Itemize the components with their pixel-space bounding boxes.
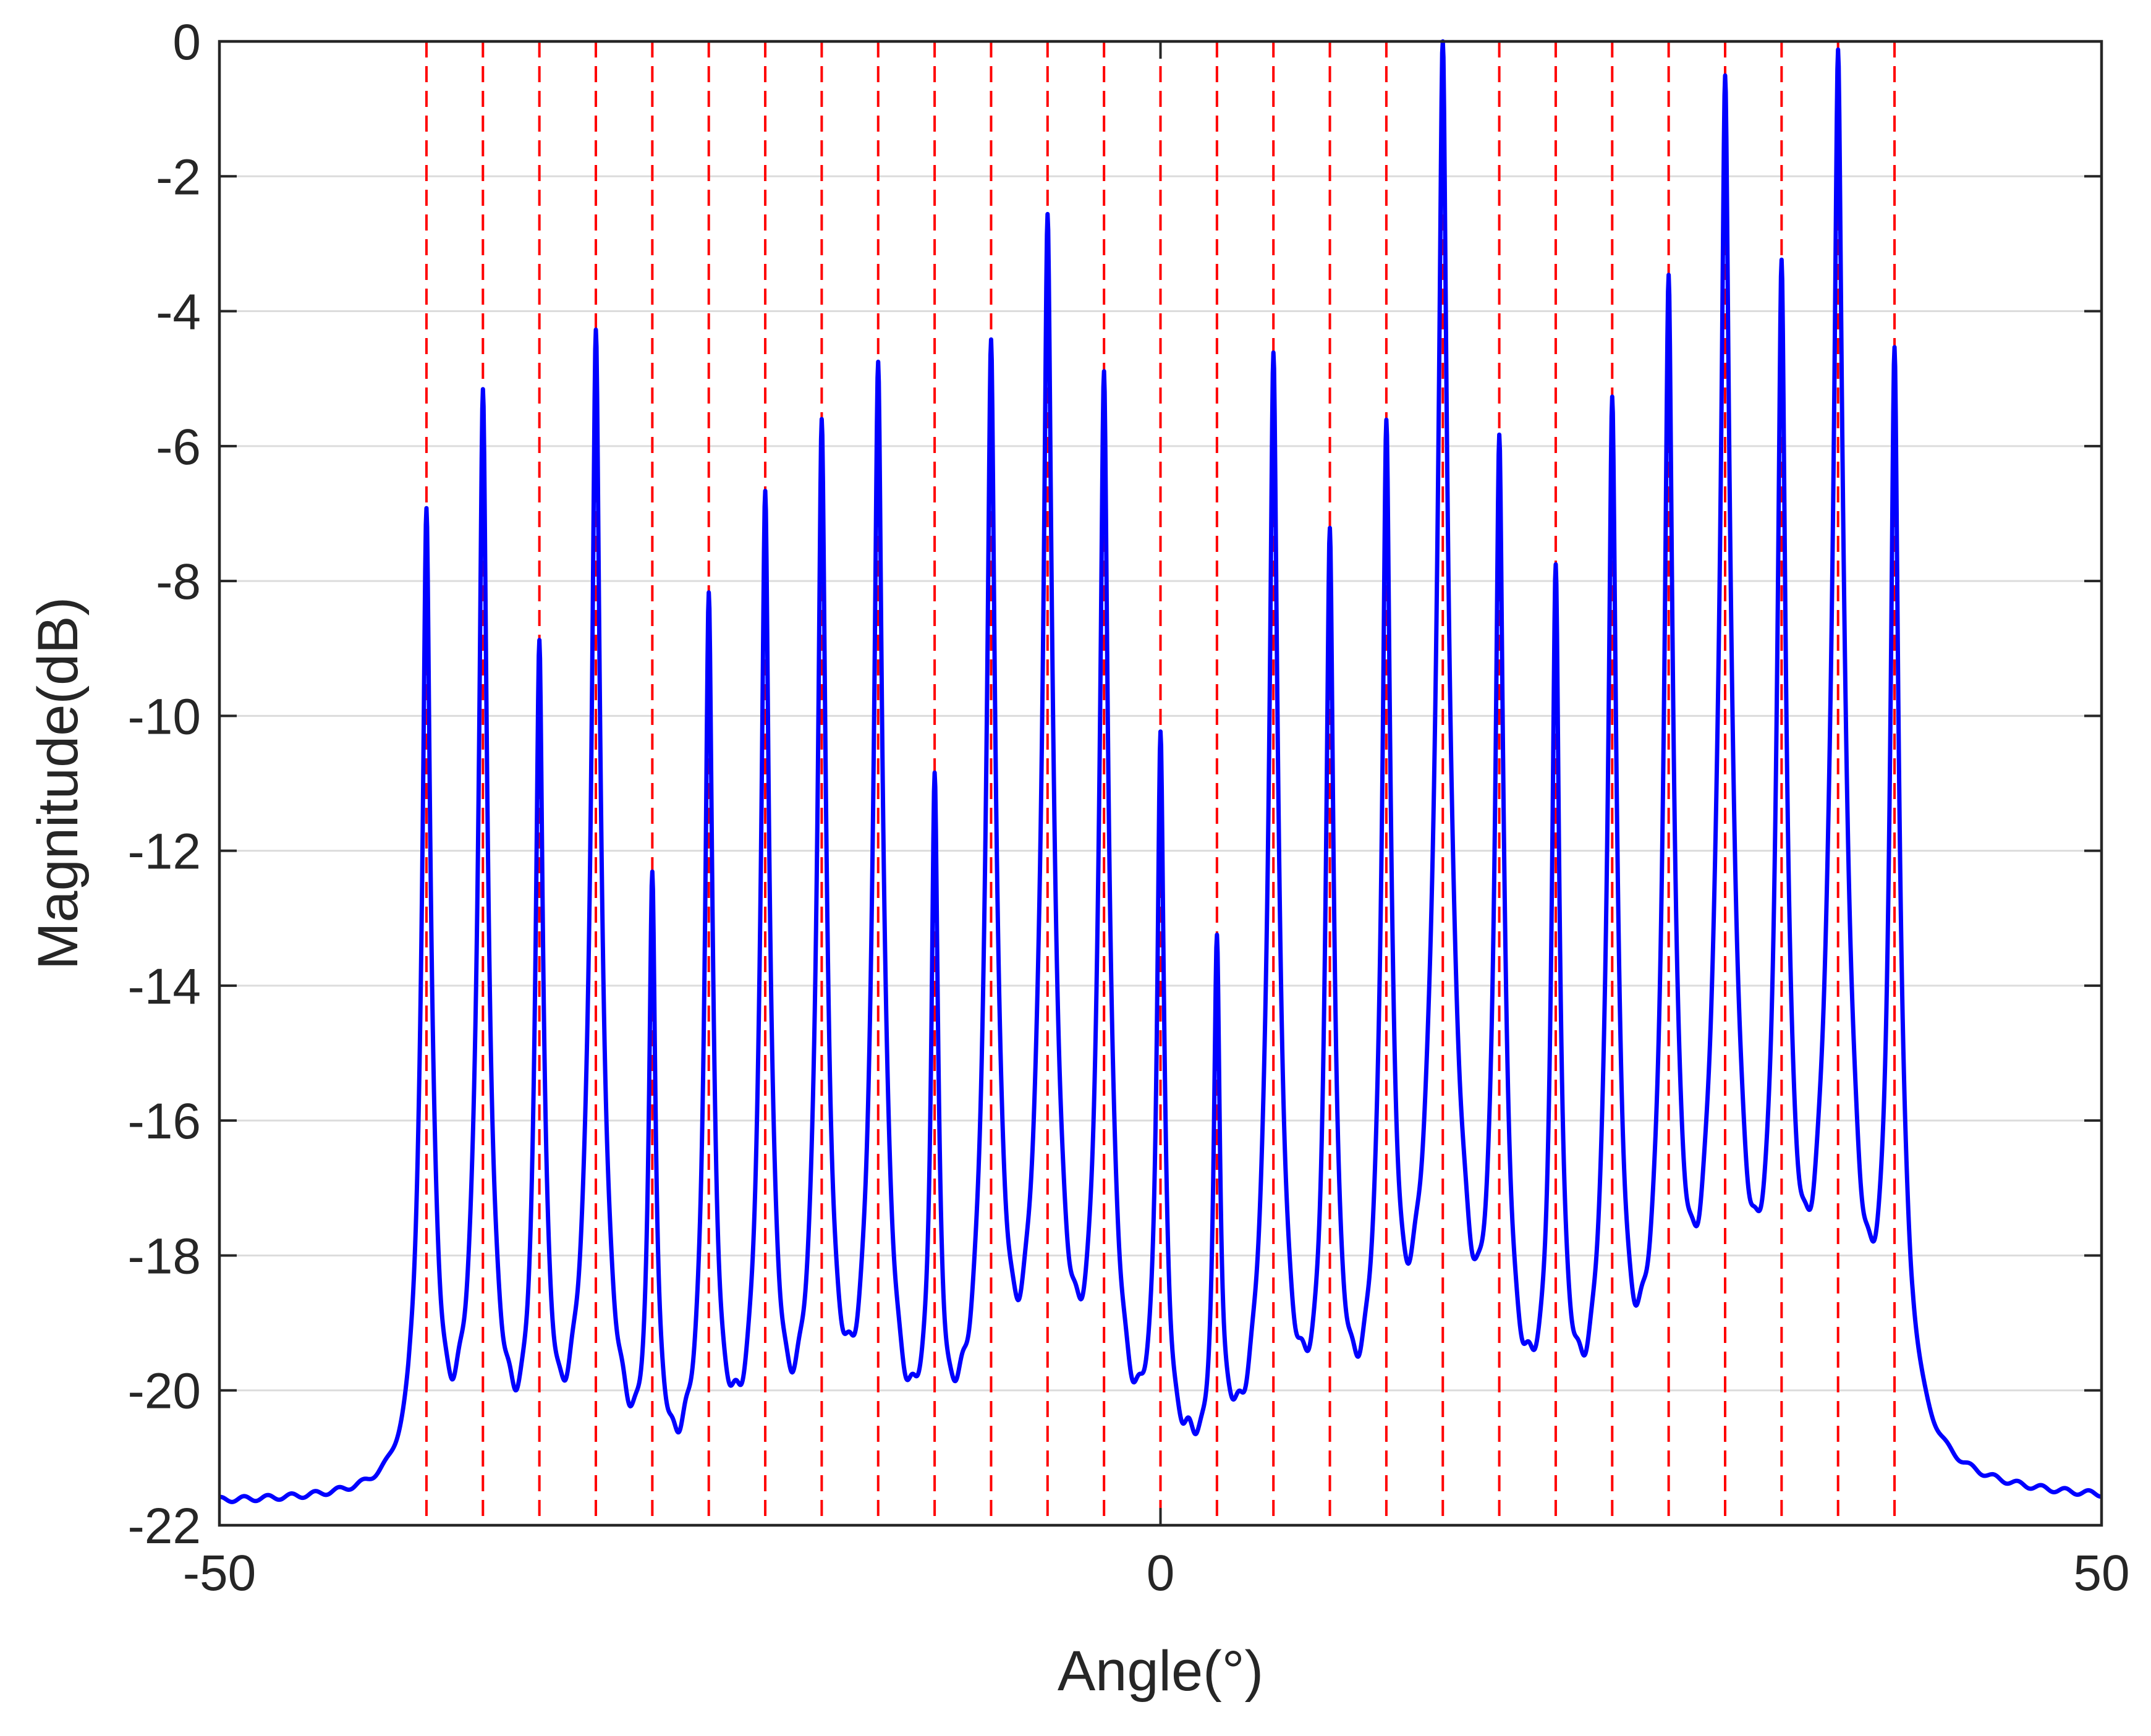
y-tick-label: -2 — [156, 149, 201, 205]
y-tick-label: -20 — [127, 1363, 201, 1420]
y-tick-label: -14 — [127, 959, 201, 1015]
y-tick-label: -10 — [127, 688, 201, 745]
tick-labels: 0 -2 -4 -6 -8 -10 -12 -14 -16 -18 -20 -22-50 0 50 — [127, 14, 2129, 1601]
y-tick-label: -12 — [127, 824, 201, 880]
axis-ticks — [218, 40, 2103, 1526]
spectrum-curve — [218, 39, 2103, 1504]
y-tick-label: -22 — [127, 1498, 201, 1554]
y-tick-label: 0 — [172, 14, 201, 70]
y-tick-label: -4 — [156, 284, 201, 341]
x-axis-label: Angle(°) — [1058, 1640, 1263, 1703]
y-tick-label: -6 — [156, 419, 201, 475]
y-axis-label: Magnitude(dB) — [27, 597, 90, 970]
x-tick-label: -50 — [183, 1545, 257, 1601]
y-tick-label: -8 — [156, 554, 201, 610]
x-tick-label: 0 — [1147, 1545, 1175, 1601]
y-tick-label: -16 — [127, 1093, 201, 1150]
y-tick-label: -18 — [127, 1228, 201, 1284]
x-tick-label: 50 — [2073, 1545, 2129, 1601]
spectrum-curve-group — [218, 39, 2103, 1504]
true-angle-markers — [425, 41, 1896, 1525]
